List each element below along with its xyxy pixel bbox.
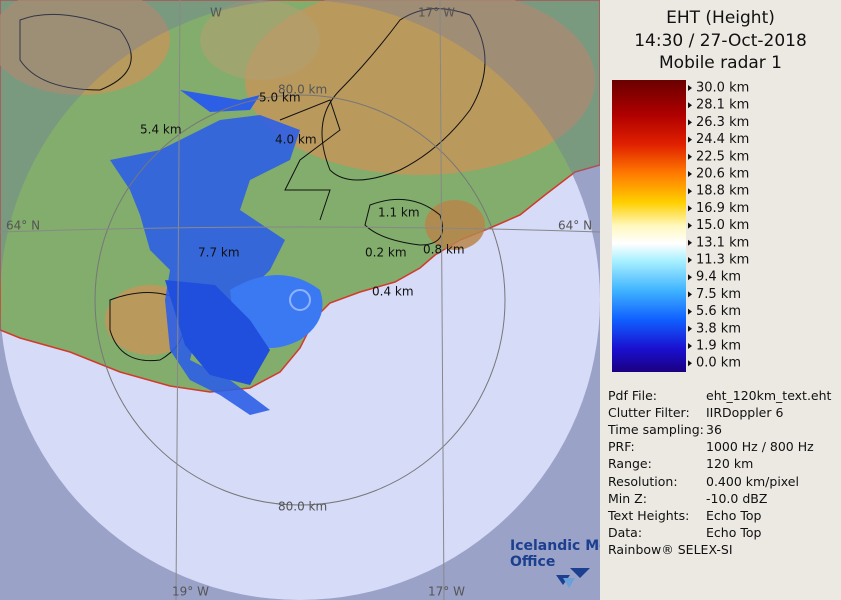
range-label: 80.0 km	[278, 500, 327, 514]
footer: Rainbow® SELEX-SI	[608, 542, 733, 557]
height-label: 0.4 km	[372, 285, 414, 299]
highland	[200, 0, 320, 80]
info-value: Echo Top	[706, 507, 762, 523]
legend-tick	[688, 222, 692, 229]
parallel	[0, 226, 600, 233]
grid-label: 64° N	[6, 219, 40, 233]
logo-mark	[563, 578, 575, 588]
radar-echoes	[110, 90, 323, 415]
info-key: Resolution:	[608, 473, 678, 489]
legend-tick	[688, 102, 692, 109]
glacier-outline	[364, 198, 443, 246]
glacier-outline	[19, 13, 132, 91]
legend-label: 30.0 km	[696, 81, 749, 96]
legend-tick	[688, 171, 692, 177]
info-key: Min Z:	[608, 490, 647, 506]
legend-tick	[688, 343, 692, 349]
legend-label: 26.3 km	[696, 115, 749, 130]
grid-label: W	[210, 6, 222, 20]
range-ring	[94, 94, 506, 506]
info-key: Time sampling:	[608, 422, 704, 438]
legend-tick	[688, 153, 692, 160]
info-key: Clutter Filter:	[608, 405, 690, 421]
panel-title: 14:30 / 27-Oct-2018	[634, 31, 807, 51]
legend-label: 24.4 km	[696, 132, 749, 147]
info-value: 36	[706, 422, 722, 438]
info-key: Data:	[608, 524, 643, 540]
legend-tick	[688, 360, 692, 367]
legend-tick	[688, 257, 692, 263]
legend-tick	[688, 188, 692, 195]
panel-title: Mobile radar 1	[659, 53, 782, 73]
legend-label: 9.4 km	[696, 270, 741, 285]
legend-tick	[688, 119, 692, 126]
legend-label: 1.9 km	[696, 339, 741, 354]
legend-label: 18.8 km	[696, 184, 749, 199]
glacier-outline	[279, 99, 341, 221]
legend-tick	[688, 308, 692, 315]
legend-label: 28.1 km	[696, 98, 749, 113]
legend-label: 22.5 km	[696, 149, 749, 164]
out-of-range-mask	[0, 0, 600, 600]
height-label: 0.2 km	[365, 246, 407, 260]
legend-tick	[688, 239, 692, 246]
info-value: Echo Top	[706, 524, 762, 540]
info-value: IIRDoppler 6	[706, 405, 784, 421]
legend-label: 5.6 km	[696, 304, 741, 319]
info-value: -10.0 dBZ	[706, 490, 768, 506]
info-key: Text Heights:	[608, 507, 690, 523]
height-label: 4.0 km	[275, 133, 317, 147]
legend-tick	[688, 325, 692, 332]
legend-label: 15.0 km	[696, 218, 749, 233]
meridian	[175, 0, 181, 600]
legend-tick	[688, 274, 692, 281]
logo-text: Office	[510, 554, 555, 570]
legend-label: 0.0 km	[696, 356, 741, 371]
color-bar	[612, 80, 686, 372]
logo-mark	[556, 568, 590, 585]
height-label: 5.0 km	[259, 91, 301, 105]
height-label: 0.8 km	[423, 243, 465, 257]
legend-tick	[688, 205, 692, 212]
color-legend: 30.0 km 28.1 km 26.3 km 24.4 km 22.5 km 20.6 …	[612, 80, 749, 372]
info-value: 1000 Hz / 800 Hz	[706, 439, 814, 455]
info-key: PRF:	[608, 439, 635, 455]
legend-label: 13.1 km	[696, 235, 749, 250]
glacier-outline	[321, 8, 486, 181]
highland	[245, 0, 595, 175]
grid-label: 17° W	[428, 585, 465, 599]
echo	[165, 280, 270, 385]
legend-label: 7.5 km	[696, 287, 741, 302]
info-panel: EHT (Height) 14:30 / 27-Oct-2018 Mobile …	[600, 0, 841, 600]
grid-label: 64° N	[558, 219, 592, 233]
legend-label: 16.9 km	[696, 201, 749, 216]
echo	[110, 115, 300, 415]
info-value: eht_120km_text.eht	[706, 388, 832, 403]
range-label: 80.0 km	[278, 83, 327, 97]
legend-tick	[688, 85, 692, 91]
radar-site	[289, 289, 311, 311]
legend-label: 20.6 km	[696, 167, 749, 182]
info-value: 0.400 km/pixel	[706, 473, 799, 489]
height-label: 7.7 km	[198, 246, 240, 260]
legend-label: 11.3 km	[696, 253, 749, 268]
meridian	[439, 0, 445, 600]
height-label: 5.4 km	[140, 123, 182, 137]
legend-label: 3.8 km	[696, 321, 741, 336]
grid-label: 19° W	[172, 585, 209, 599]
grid-label: 17° W	[418, 6, 455, 20]
echo	[180, 90, 260, 112]
logo-text: Icelandic Met	[510, 538, 600, 554]
info-key: Range:	[608, 456, 652, 472]
height-label: 1.1 km	[378, 206, 420, 220]
legend-tick	[688, 136, 692, 143]
legend-tick	[688, 291, 692, 298]
radar-map: W 17° W 64° N 64° N 80.0 km 80.0 km 19° …	[0, 0, 600, 600]
panel-title: EHT (Height)	[666, 8, 775, 28]
info-key: Pdf File:	[608, 388, 657, 403]
info-value: 120 km	[706, 456, 754, 472]
